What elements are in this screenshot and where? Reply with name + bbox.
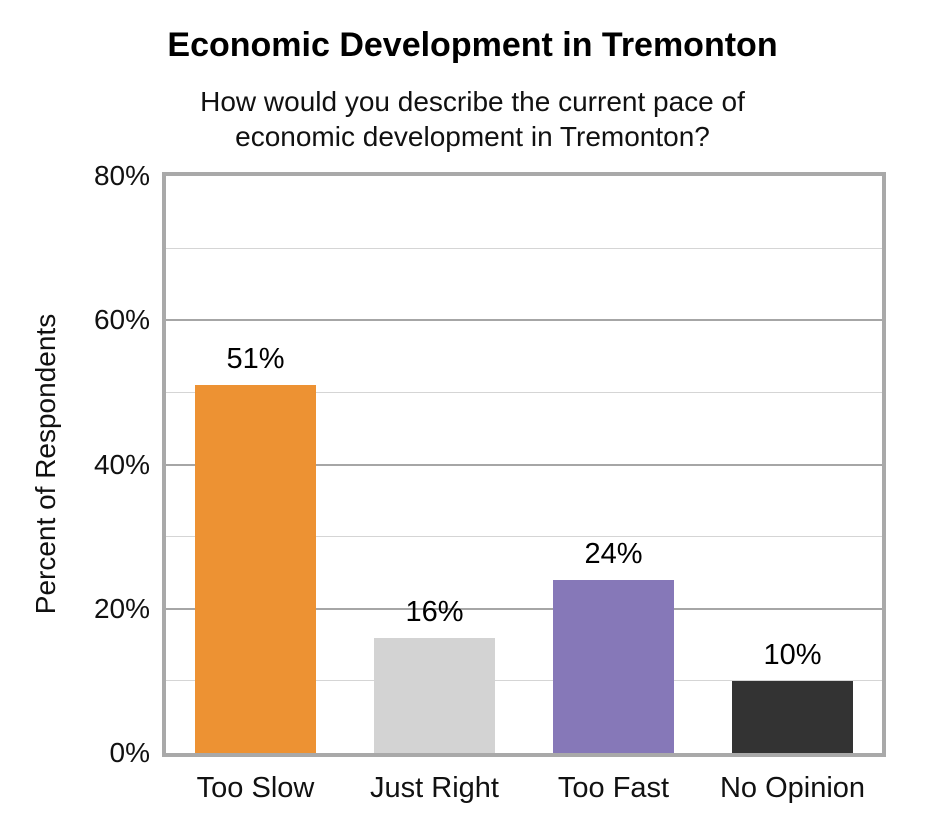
bar-value-label: 10% xyxy=(763,639,822,671)
category-label: Too Fast xyxy=(557,772,670,804)
y-tick-label-0: 0% xyxy=(109,737,150,768)
minor-gridline-10 xyxy=(166,680,882,682)
y-tick-label-40: 40% xyxy=(93,448,150,480)
major-gridline-40 xyxy=(166,463,882,466)
bar-slot-3: 10% xyxy=(703,176,882,753)
x-axis-category-labels: Too Slow Just Right Too Fast No Opinion xyxy=(166,771,882,805)
bar-slot-0: 51% xyxy=(166,176,345,753)
bar-value-label: 16% xyxy=(405,596,464,628)
category-label: No Opinion xyxy=(719,772,866,804)
y-axis-tick-labels: 0% 20% 40% 60% 80% xyxy=(0,0,150,840)
y-tick-label-60: 60% xyxy=(93,304,150,336)
bar-slot-2: 24% xyxy=(524,176,703,753)
bar xyxy=(374,638,495,753)
major-gridline-60 xyxy=(166,319,882,322)
bar xyxy=(553,580,674,753)
y-tick-label-20: 20% xyxy=(93,592,150,624)
minor-gridline-50 xyxy=(166,391,882,393)
minor-gridline-70 xyxy=(166,247,882,249)
bar xyxy=(195,385,316,753)
minor-gridline-30 xyxy=(166,536,882,538)
category-label: Too Slow xyxy=(196,772,315,804)
category-label: Just Right xyxy=(370,772,499,804)
major-gridline-20 xyxy=(166,607,882,610)
bar-value-label: 24% xyxy=(584,538,643,570)
y-tick-label-80: 80% xyxy=(93,160,150,191)
bar-value-label: 51% xyxy=(226,343,285,375)
bar xyxy=(732,681,853,753)
chart-subtitle-line-1: How would you describe the current pace … xyxy=(200,86,745,117)
bar-slot-1: 16% xyxy=(345,176,524,753)
chart-subtitle-line-2: economic development in Tremonton? xyxy=(235,121,710,152)
plot-area: 51% 16% 24% 10% xyxy=(162,172,886,757)
chart-title: Economic Development in Tremonton xyxy=(167,26,778,64)
chart-subtitle: How would you describe the current pace … xyxy=(0,84,945,154)
bar-series: 51% 16% 24% 10% xyxy=(166,176,882,753)
